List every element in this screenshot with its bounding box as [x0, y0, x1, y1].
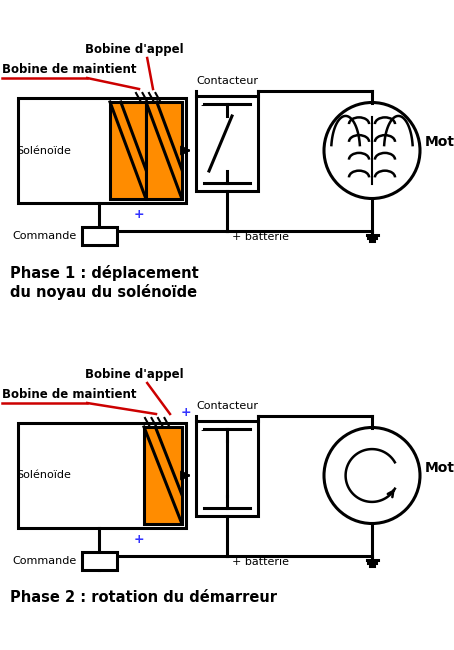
FancyBboxPatch shape [144, 427, 182, 524]
FancyBboxPatch shape [196, 421, 258, 516]
Text: + batterie: + batterie [232, 557, 289, 567]
FancyBboxPatch shape [82, 227, 117, 245]
Text: +: + [133, 533, 144, 546]
Text: Bobine de maintient: Bobine de maintient [2, 63, 137, 76]
Text: Moteur: Moteur [425, 460, 454, 474]
FancyBboxPatch shape [110, 102, 146, 199]
Text: Bobine d'appel: Bobine d'appel [85, 43, 184, 56]
Text: Bobine d'appel: Bobine d'appel [85, 368, 184, 381]
Text: + batterie: + batterie [232, 232, 289, 242]
Text: Bobine de maintient: Bobine de maintient [2, 388, 137, 401]
Text: Solénoïde: Solénoïde [16, 146, 71, 155]
Text: +: + [133, 208, 144, 221]
FancyBboxPatch shape [146, 102, 182, 199]
Text: Phase 2 : rotation du démarreur: Phase 2 : rotation du démarreur [10, 590, 277, 605]
Text: +: + [181, 406, 191, 419]
FancyBboxPatch shape [196, 96, 258, 191]
Text: Contacteur: Contacteur [196, 76, 258, 86]
FancyBboxPatch shape [18, 98, 186, 203]
FancyBboxPatch shape [18, 423, 186, 528]
Text: Commande: Commande [13, 556, 77, 566]
Text: Phase 1 : déplacement
du noyau du solénoïde: Phase 1 : déplacement du noyau du soléno… [10, 265, 199, 300]
FancyBboxPatch shape [82, 552, 117, 570]
Text: Solénoïde: Solénoïde [16, 471, 71, 480]
Text: Commande: Commande [13, 231, 77, 241]
Text: -: - [200, 99, 204, 112]
Text: -: - [200, 424, 204, 437]
Text: Moteur: Moteur [425, 135, 454, 150]
Text: Contacteur: Contacteur [196, 401, 258, 411]
